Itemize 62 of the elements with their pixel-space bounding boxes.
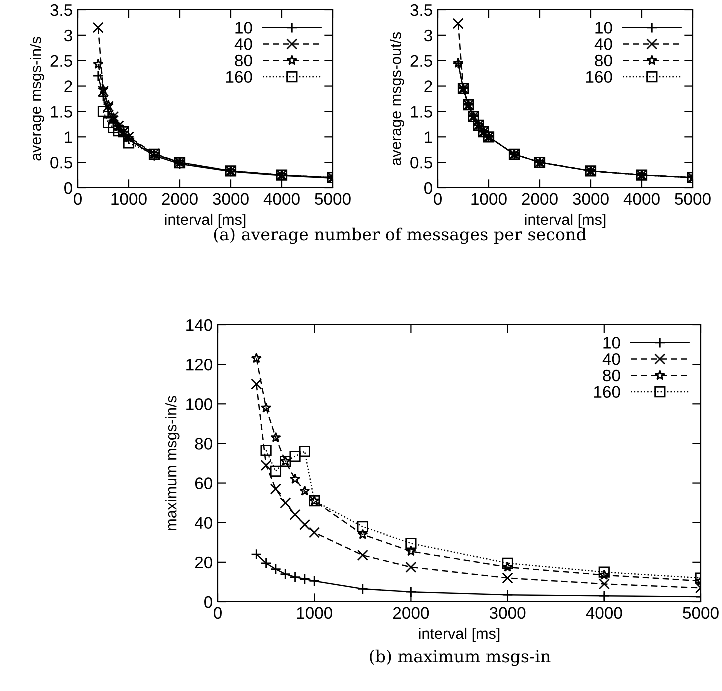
y-tick-label: 100 (186, 398, 212, 410)
y-tick-label: 40 (194, 517, 212, 530)
x-tick-label: 1000 (472, 193, 507, 206)
x-tick-label: 0 (434, 193, 442, 206)
x-tick-label: 2000 (522, 193, 558, 206)
x-tick-label: 5000 (683, 607, 719, 620)
x-tick-label: 5000 (675, 193, 711, 206)
legend-label: 160 (586, 71, 612, 84)
x-tick-label: 0 (74, 193, 82, 206)
y-axis-title: maximum msgs-in/s (166, 396, 180, 530)
y-tick-label: 0 (424, 182, 432, 194)
legend-label: 160 (226, 71, 252, 84)
y-tick-label: 2 (64, 80, 72, 92)
y-tick-label: 3 (424, 30, 432, 42)
legend-label: 160 (594, 386, 620, 398)
legend-label: 10 (604, 337, 620, 349)
y-tick-label: 0.5 (50, 156, 72, 169)
legend-label: 10 (236, 22, 252, 34)
text: (b) maximum msgs-in (370, 650, 551, 666)
x-tick-label: 3000 (490, 607, 526, 620)
x-tick-label: 4000 (264, 193, 300, 206)
y-tick-label: 3.5 (410, 4, 432, 16)
x-tick-label: 2000 (162, 193, 198, 206)
legend-label: 10 (596, 22, 612, 34)
x-tick-label: 1000 (112, 193, 147, 206)
legend-label: 40 (594, 38, 612, 50)
y-tick-label: 120 (186, 358, 212, 371)
y-tick-label: 1.5 (51, 106, 72, 118)
y-tick-label: 0.5 (410, 156, 432, 169)
y-tick-label: 60 (195, 478, 212, 490)
y-tick-label: 1 (425, 132, 432, 144)
x-axis-title: interval [ms] (419, 628, 500, 642)
y-tick-label: 2.5 (50, 55, 72, 68)
y-tick-label: 0 (204, 596, 212, 608)
y-tick-label: 2 (424, 80, 432, 92)
x-tick-label: 0 (214, 607, 222, 620)
x-tick-label: 4000 (586, 607, 622, 620)
legend-label: 80 (595, 54, 612, 67)
y-tick-label: 3 (64, 30, 72, 42)
text: (a) average number of messages per second (214, 228, 586, 244)
x-tick-label: 3000 (573, 193, 609, 206)
legend-label: 40 (234, 38, 252, 50)
y-tick-label: 20 (195, 556, 212, 569)
x-tick-label: 5000 (315, 193, 351, 206)
y-axis-title: average msgs-out/s (390, 32, 404, 166)
y-tick-label: 140 (186, 319, 212, 332)
legend-label: 40 (602, 353, 620, 366)
x-axis-title: interval [ms] (525, 214, 606, 228)
y-tick-label: 2.5 (410, 55, 432, 68)
y-tick-label: 3.5 (50, 4, 72, 16)
x-tick-label: 4000 (624, 193, 660, 206)
y-tick-label: 0 (64, 182, 72, 194)
x-tick-label: 3000 (213, 193, 249, 206)
y-axis-title: average msgs-in/s (30, 37, 44, 161)
x-tick-label: 1000 (297, 607, 332, 620)
x-tick-label: 2000 (394, 607, 430, 620)
y-tick-label: 80 (195, 438, 212, 450)
y-tick-label: 1 (65, 132, 72, 144)
legend-label: 80 (235, 54, 252, 67)
legend-label: 80 (603, 370, 620, 382)
y-tick-label: 1.5 (411, 106, 432, 118)
x-axis-title: interval [ms] (165, 214, 246, 228)
